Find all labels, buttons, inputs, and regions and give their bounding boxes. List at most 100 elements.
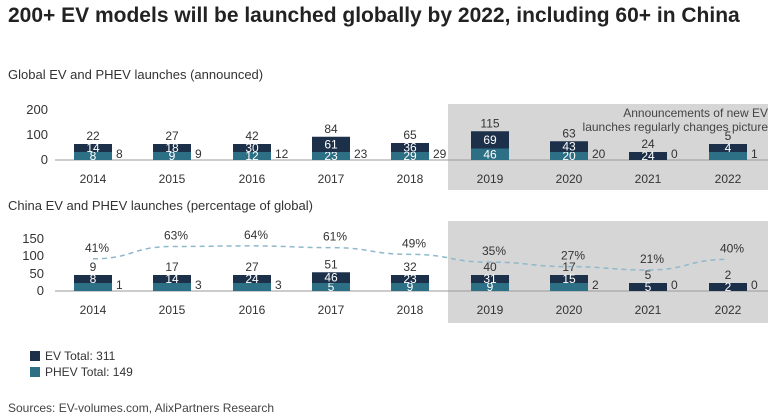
phev-side-label: 0 <box>671 278 678 292</box>
phev-side-label: 0 <box>671 147 678 161</box>
bar-phev <box>312 152 350 160</box>
bar-ev-label: 36 <box>403 141 417 155</box>
bar-ev-label: 24 <box>245 272 259 286</box>
x-tick-label: 2016 <box>239 303 266 317</box>
bar-ev <box>153 275 191 283</box>
legend-phev-swatch <box>30 367 40 377</box>
bar-phev <box>233 152 271 160</box>
percent-label: 63% <box>164 228 188 242</box>
bar-ev <box>74 275 112 283</box>
phev-side-label: 1 <box>116 278 123 292</box>
bar-ev <box>312 272 350 283</box>
bar-phev <box>74 283 112 291</box>
bar-ev <box>550 141 588 152</box>
percent-label: 21% <box>640 252 664 266</box>
bar-ev-label: 23 <box>403 272 417 286</box>
legend-ev-label: EV Total: 311 <box>45 349 116 363</box>
bar-ev <box>471 131 509 149</box>
phev-side-label: 12 <box>275 147 289 161</box>
bar-ev-label: 69 <box>483 133 497 147</box>
bar-ev-label: 61 <box>324 137 338 151</box>
phev-side-label: 2 <box>592 278 599 292</box>
bar-ev-label: 5 <box>645 280 652 294</box>
y-tick-label: 200 <box>26 102 48 117</box>
bar-total-label: 27 <box>165 129 179 143</box>
bar-phev <box>391 283 429 291</box>
bar-total-label: 24 <box>641 137 655 151</box>
x-tick-label: 2019 <box>477 303 504 317</box>
bar-phev-label: 9 <box>407 280 414 294</box>
bar-ev <box>629 152 667 160</box>
bar-phev <box>709 152 747 160</box>
x-tick-label: 2020 <box>556 303 583 317</box>
bar-total-label: 22 <box>86 129 100 143</box>
bar-total-label: 115 <box>480 116 499 130</box>
percent-label: 40% <box>720 241 744 255</box>
percent-label: 27% <box>561 249 585 263</box>
bar-ev-label: 14 <box>86 141 100 155</box>
bar-phev <box>74 152 112 160</box>
bar-ev <box>709 283 747 291</box>
x-tick-label: 2018 <box>397 172 424 186</box>
bar-ev <box>471 275 509 283</box>
x-tick-label: 2022 <box>715 303 742 317</box>
bar-phev-label: 5 <box>328 280 335 294</box>
bar-ev-label: 14 <box>165 272 179 286</box>
x-tick-label: 2019 <box>477 172 504 186</box>
bar-ev <box>153 144 191 152</box>
legend-ev-swatch <box>30 351 40 361</box>
bar-phev-label: 12 <box>245 149 259 163</box>
y-tick-label: 100 <box>26 127 48 142</box>
y-tick-label: 0 <box>41 152 48 167</box>
y-tick-label: 100 <box>22 248 44 263</box>
x-tick-label: 2015 <box>159 303 186 317</box>
bar-ev <box>391 143 429 152</box>
phev-side-label: 23 <box>354 147 368 161</box>
bar-total-label: 84 <box>324 122 338 136</box>
phev-side-label: 1 <box>751 147 758 161</box>
forecast-shade <box>448 221 768 323</box>
bar-total-label: 9 <box>90 260 97 274</box>
percent-label: 35% <box>482 244 506 258</box>
bar-ev-label: 15 <box>562 272 576 286</box>
bar-phev <box>153 152 191 160</box>
annotation-line-1: Announcements of new EV <box>623 106 768 120</box>
annotation-line-2: launches regularly changes picture <box>583 120 769 134</box>
bar-total-label: 5 <box>725 129 732 143</box>
bar-ev-label: 4 <box>725 141 732 155</box>
bar-total-label: 42 <box>245 129 259 143</box>
phev-side-label: 0 <box>751 278 758 292</box>
bar-ev <box>233 275 271 283</box>
bar-total-label: 65 <box>403 128 417 142</box>
percent-label: 41% <box>85 241 109 255</box>
bar-phev <box>312 283 350 291</box>
bar-ev-label: 30 <box>245 141 259 155</box>
bar-phev <box>550 152 588 160</box>
x-tick-label: 2016 <box>239 172 266 186</box>
bar-phev <box>391 152 429 160</box>
x-tick-label: 2014 <box>80 303 107 317</box>
bar-total-label: 40 <box>483 260 497 274</box>
x-tick-label: 2017 <box>318 303 345 317</box>
bar-total-label: 51 <box>324 257 338 271</box>
bar-total-label: 32 <box>403 260 417 274</box>
x-tick-label: 2017 <box>318 172 345 186</box>
phev-side-label: 3 <box>195 278 202 292</box>
bar-total-label: 17 <box>165 260 179 274</box>
x-tick-label: 2015 <box>159 172 186 186</box>
bar-ev-label: 24 <box>641 149 655 163</box>
phev-side-label: 29 <box>433 147 447 161</box>
legend-phev: PHEV Total: 149 <box>30 365 133 379</box>
bar-ev <box>391 275 429 283</box>
bar-ev-label: 31 <box>483 272 497 286</box>
bar-total-label: 2 <box>725 268 732 282</box>
bar-phev <box>153 283 191 291</box>
bar-phev-label: 9 <box>487 280 494 294</box>
chart-title: 200+ EV models will be launched globally… <box>8 4 740 27</box>
x-tick-label: 2018 <box>397 303 424 317</box>
x-tick-label: 2020 <box>556 172 583 186</box>
bar-phev-label: 8 <box>90 149 97 163</box>
percent-label: 64% <box>244 228 268 242</box>
global-chart-subtitle: Global EV and PHEV launches (announced) <box>8 67 264 82</box>
percent-trend-line <box>92 245 729 271</box>
